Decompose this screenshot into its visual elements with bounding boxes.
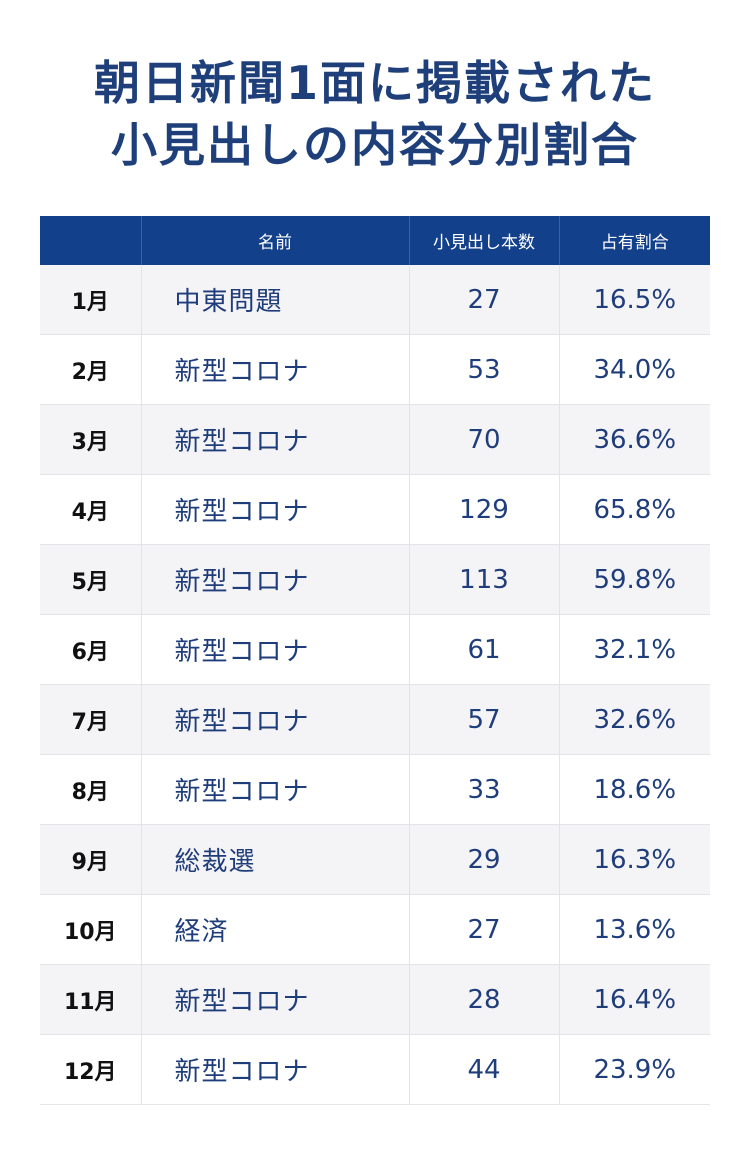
share-cell: 36.6% bbox=[558, 404, 710, 475]
share-cell: 34.0% bbox=[558, 334, 710, 405]
month-cell: 2月 bbox=[40, 334, 141, 405]
month-cell: 4月 bbox=[40, 474, 141, 545]
data-table: 名前 小見出し本数 占有割合 1月 中東問題 27 16.5% 2月 新型コロナ 53 34.… bbox=[40, 216, 710, 1105]
count-cell: 27 bbox=[408, 894, 559, 965]
name-cell: 新型コロナ bbox=[140, 684, 409, 755]
month-cell: 12月 bbox=[40, 1034, 141, 1105]
table-row: 8月 新型コロナ 33 18.6% bbox=[40, 754, 710, 825]
title-line-1: 朝日新聞1面に掲載された bbox=[93, 56, 656, 110]
count-cell: 129 bbox=[408, 474, 559, 545]
share-cell: 13.6% bbox=[558, 894, 710, 965]
count-cell: 29 bbox=[408, 824, 559, 895]
count-cell: 113 bbox=[408, 544, 559, 615]
name-cell: 中東問題 bbox=[140, 265, 409, 335]
share-cell: 59.8% bbox=[558, 544, 710, 615]
table-row: 9月 総裁選 29 16.3% bbox=[40, 824, 710, 895]
table-row: 2月 新型コロナ 53 34.0% bbox=[40, 334, 710, 405]
header-count: 小見出し本数 bbox=[408, 216, 559, 265]
name-cell: 経済 bbox=[140, 894, 409, 965]
table-row: 12月 新型コロナ 44 23.9% bbox=[40, 1034, 710, 1105]
share-cell: 16.4% bbox=[558, 964, 710, 1035]
table-body: 1月 中東問題 27 16.5% 2月 新型コロナ 53 34.0% 3月 新型コロナ 70 36.6… bbox=[40, 265, 710, 1105]
month-cell: 8月 bbox=[40, 754, 141, 825]
count-cell: 28 bbox=[408, 964, 559, 1035]
header-share: 占有割合 bbox=[558, 216, 710, 265]
month-cell: 10月 bbox=[40, 894, 141, 965]
share-cell: 32.1% bbox=[558, 614, 710, 685]
table-row: 7月 新型コロナ 57 32.6% bbox=[40, 684, 710, 755]
month-cell: 11月 bbox=[40, 964, 141, 1035]
table-row: 6月 新型コロナ 61 32.1% bbox=[40, 614, 710, 685]
name-cell: 新型コロナ bbox=[140, 754, 409, 825]
month-cell: 6月 bbox=[40, 614, 141, 685]
share-cell: 65.8% bbox=[558, 474, 710, 545]
name-cell: 新型コロナ bbox=[140, 544, 409, 615]
month-cell: 1月 bbox=[40, 265, 141, 335]
name-cell: 新型コロナ bbox=[140, 1034, 409, 1105]
table-row: 1月 中東問題 27 16.5% bbox=[40, 265, 710, 335]
share-cell: 32.6% bbox=[558, 684, 710, 755]
name-cell: 新型コロナ bbox=[140, 964, 409, 1035]
table-row: 3月 新型コロナ 70 36.6% bbox=[40, 404, 710, 475]
table-header-row: 名前 小見出し本数 占有割合 bbox=[40, 216, 710, 265]
name-cell: 総裁選 bbox=[140, 824, 409, 895]
count-cell: 27 bbox=[408, 265, 559, 335]
month-cell: 7月 bbox=[40, 684, 141, 755]
table-row: 11月 新型コロナ 28 16.4% bbox=[40, 964, 710, 1035]
title-line-2: 小見出しの内容分別割合 bbox=[111, 118, 639, 172]
month-cell: 9月 bbox=[40, 824, 141, 895]
count-cell: 70 bbox=[408, 404, 559, 475]
name-cell: 新型コロナ bbox=[140, 474, 409, 545]
count-cell: 33 bbox=[408, 754, 559, 825]
share-cell: 16.3% bbox=[558, 824, 710, 895]
table-row: 10月 経済 27 13.6% bbox=[40, 894, 710, 965]
table-row: 4月 新型コロナ 129 65.8% bbox=[40, 474, 710, 545]
count-cell: 53 bbox=[408, 334, 559, 405]
name-cell: 新型コロナ bbox=[140, 404, 409, 475]
count-cell: 57 bbox=[408, 684, 559, 755]
header-month bbox=[40, 216, 141, 265]
share-cell: 23.9% bbox=[558, 1034, 710, 1105]
header-name: 名前 bbox=[140, 216, 409, 265]
count-cell: 61 bbox=[408, 614, 559, 685]
name-cell: 新型コロナ bbox=[140, 614, 409, 685]
month-cell: 5月 bbox=[40, 544, 141, 615]
share-cell: 16.5% bbox=[558, 265, 710, 335]
name-cell: 新型コロナ bbox=[140, 334, 409, 405]
month-cell: 3月 bbox=[40, 404, 141, 475]
count-cell: 44 bbox=[408, 1034, 559, 1105]
table-row: 5月 新型コロナ 113 59.8% bbox=[40, 544, 710, 615]
share-cell: 18.6% bbox=[558, 754, 710, 825]
